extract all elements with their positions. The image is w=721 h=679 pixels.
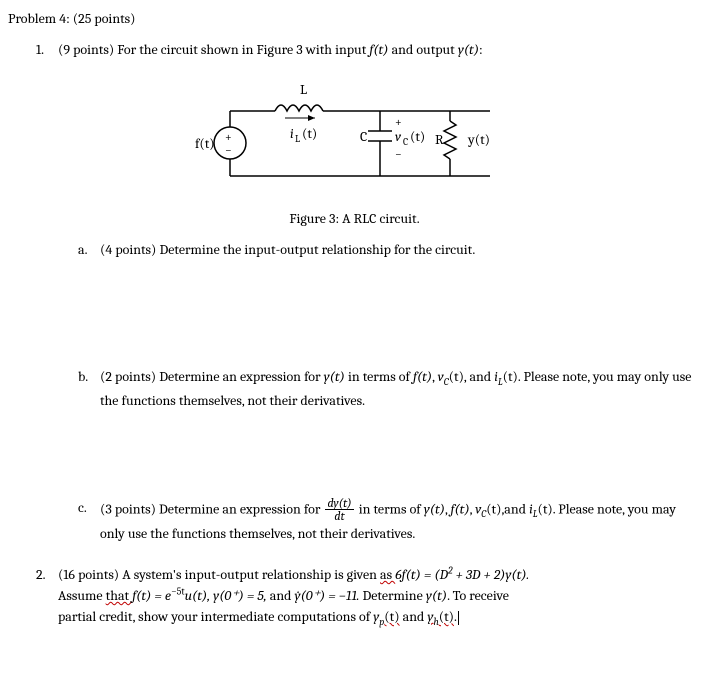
b-vca: (t)	[449, 368, 464, 385]
svg-text:y(t): y(t)	[467, 131, 490, 148]
p2-l2a: Assume	[58, 587, 106, 604]
p2-period: . To receive	[447, 587, 509, 604]
c-t1: (3 points) Determine an expression for	[100, 500, 323, 517]
gap-c	[8, 550, 701, 564]
document-root: Problem 4: (25 points) 1. (9 points) For…	[0, 0, 721, 644]
p2-eq2a: f(t) = e	[132, 587, 171, 604]
part-2-number: 2.	[36, 564, 58, 630]
p2-l3a: partial credit, show your intermediate c…	[58, 608, 373, 625]
c-yt: y(t)	[424, 500, 445, 517]
c-ft: f(t)	[451, 500, 470, 517]
part-1c: c. (3 points) Determine an expression fo…	[78, 497, 701, 544]
svg-text:f(t): f(t)	[195, 135, 215, 152]
b-ft: f(t)	[413, 368, 432, 385]
part-1b-body: (2 points) Determine an expression for y…	[100, 366, 701, 411]
part-1a-label: a.	[78, 239, 100, 260]
b-t2: in terms of	[345, 368, 413, 385]
b-ila: (t)	[503, 368, 518, 385]
svg-text:C: C	[403, 136, 408, 148]
part1-colon: :	[479, 41, 483, 58]
problem-label: Problem 4: (25 points)	[8, 10, 136, 27]
text-cursor	[458, 611, 459, 625]
p2-that: that	[106, 587, 133, 604]
svg-text:−: −	[395, 147, 402, 161]
c-vca: (t)	[486, 500, 501, 517]
svg-text:i: i	[290, 125, 294, 142]
part-2: 2. (16 points) A system's input-output r…	[36, 564, 701, 630]
part1-and: and output	[389, 41, 458, 58]
c-frac: dy(t)dt	[325, 497, 353, 523]
rlc-circuit-svg: L i L (t) f(t) + − C + v C (t) − R y(t)	[190, 66, 520, 206]
part-1b-label: b.	[78, 366, 100, 411]
p2-eq1: 6f(t) = (D2 + 3D + 2)y(t).	[395, 566, 529, 583]
c-ila: (t)	[538, 500, 553, 517]
p2-det: Determine	[362, 587, 425, 604]
c-c3: ,and	[501, 500, 529, 517]
problem-header: Problem 4: (25 points)	[8, 8, 701, 29]
gap-b	[8, 417, 701, 497]
c-t2: in terms of	[356, 500, 424, 517]
b-t1: (2 points) Determine an expression for	[100, 368, 324, 385]
svg-text:(t): (t)	[302, 125, 317, 142]
c-num: dy(t)	[325, 497, 353, 511]
b-yt: y(t)	[324, 368, 345, 385]
figure-3: L i L (t) f(t) + − C + v C (t) − R y(t)	[8, 66, 701, 206]
p2-and1: and	[270, 587, 295, 604]
part-1b: b. (2 points) Determine an expression fo…	[78, 366, 701, 411]
L-label: L	[300, 81, 307, 98]
figure-3-caption: Figure 3: A RLC circuit.	[8, 208, 701, 229]
p2-l1a: (16 points) A system's input-output rela…	[58, 566, 380, 583]
svg-text:(t): (t)	[410, 128, 425, 145]
part1-ft: f(t)	[369, 41, 388, 58]
part-1c-body: (3 points) Determine an expression for d…	[100, 497, 701, 544]
p2-yha: (t)	[439, 608, 454, 625]
part1-yt: y(t)	[458, 41, 479, 58]
p2-yh-wrap: yh(t)	[427, 608, 454, 625]
part1-text-1: (9 points) For the circuit shown in Figu…	[58, 41, 369, 58]
p2-as: as	[380, 566, 395, 583]
part-1-number: 1.	[36, 39, 58, 60]
p2-dot: .	[454, 608, 457, 625]
part-2-body: (16 points) A system's input-output rela…	[58, 564, 701, 630]
part-1a-text: (4 points) Determine the input-output re…	[100, 239, 701, 260]
svg-text:+: +	[395, 115, 402, 129]
p2-ydot: ẏ(0⁺) = −11.	[295, 587, 363, 604]
part-1a: a. (4 points) Determine the input-output…	[78, 239, 701, 260]
svg-text:L: L	[295, 133, 300, 145]
svg-text:v: v	[395, 128, 402, 145]
part-1-body: (9 points) For the circuit shown in Figu…	[58, 39, 701, 60]
p2-ypa: (t)	[384, 608, 399, 625]
p2-eq2b: u(t), y(0⁺) = 5,	[185, 587, 270, 604]
svg-text:R: R	[435, 131, 444, 148]
p2-exp: −5t	[171, 585, 185, 597]
part-1: 1. (9 points) For the circuit shown in F…	[36, 39, 701, 60]
svg-text:C: C	[360, 128, 367, 145]
p2-yt: y(t)	[426, 587, 447, 604]
p2-and2: and	[400, 608, 428, 625]
svg-text:+: +	[225, 130, 232, 144]
svg-text:−: −	[225, 143, 232, 157]
c-den: dt	[325, 510, 353, 523]
gap-a	[8, 266, 701, 366]
b-c2: , and	[464, 368, 494, 385]
part-1c-label: c.	[78, 497, 100, 544]
